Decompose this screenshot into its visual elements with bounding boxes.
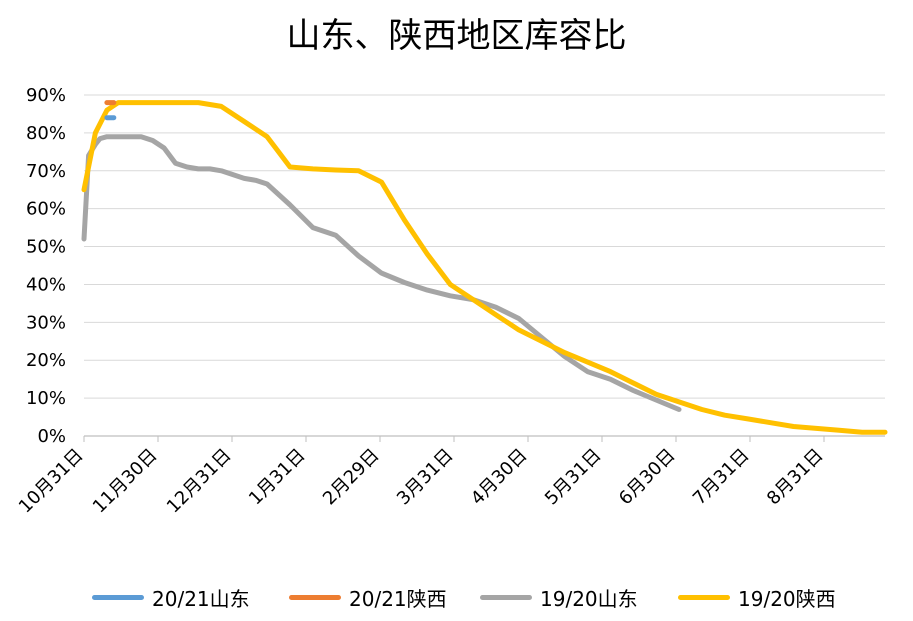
legend-label: 20/21陕西	[349, 586, 447, 611]
series-line	[81, 134, 682, 412]
y-tick-label: 30%	[26, 312, 66, 333]
legend-swatch	[289, 594, 341, 600]
y-tick-label: 60%	[26, 199, 66, 220]
x-tick-label: 6月30日	[615, 445, 680, 510]
x-tick-label: 3月31日	[393, 445, 458, 510]
chart-title: 山东、陕西地区库容比	[286, 16, 627, 56]
x-tick-label: 2月29日	[319, 445, 384, 510]
y-tick-label: 0%	[37, 426, 66, 447]
x-tick-label: 7月31日	[689, 445, 754, 510]
y-tick-label: 20%	[26, 350, 66, 371]
y-tick-label: 80%	[26, 123, 66, 144]
legend-label: 19/20陕西	[738, 586, 836, 611]
x-tick-label: 1月31日	[245, 445, 310, 510]
x-tick-label: 11月30日	[89, 445, 162, 518]
x-tick-label: 8月31日	[763, 445, 828, 510]
legend-label: 20/21山东	[152, 586, 250, 611]
legend-item: 20/21山东	[92, 582, 250, 612]
legend-swatch	[92, 594, 144, 600]
y-tick-label: 90%	[26, 85, 66, 106]
legend-item: 19/20山东	[480, 582, 638, 612]
x-tick-label: 4月30日	[467, 445, 532, 510]
series-line	[81, 100, 888, 435]
x-tick-label: 12月31日	[163, 445, 236, 518]
x-tick-label: 5月31日	[541, 445, 606, 510]
y-tick-label: 50%	[26, 237, 66, 258]
legend-label: 19/20山东	[540, 586, 638, 611]
y-tick-label: 40%	[26, 274, 66, 295]
legend-item: 20/21陕西	[289, 582, 447, 612]
y-tick-label: 70%	[26, 161, 66, 182]
legend-swatch	[480, 594, 532, 600]
legend-item: 19/20陕西	[678, 582, 836, 612]
y-tick-label: 10%	[26, 388, 66, 409]
x-tick-label: 10月31日	[15, 445, 88, 518]
legend-swatch	[678, 594, 730, 600]
legend: 20/21山东 20/21陕西 19/20山东 19/20陕西	[0, 582, 913, 612]
